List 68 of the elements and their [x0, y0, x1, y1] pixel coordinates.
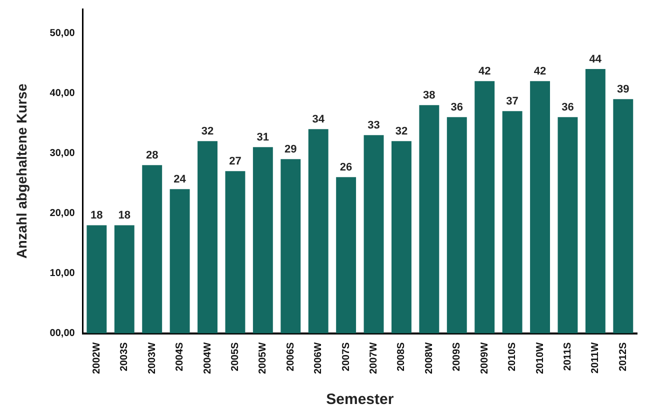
data-label: 44	[589, 54, 602, 66]
x-tick-label: 2010W	[534, 342, 546, 374]
x-tick-label: 2007S	[340, 342, 352, 372]
x-tick-label: 2011W	[590, 342, 602, 374]
bar	[225, 171, 246, 334]
data-label: 32	[201, 126, 214, 138]
data-label: 27	[229, 156, 242, 168]
data-label: 38	[423, 90, 436, 102]
data-label: 18	[118, 210, 131, 222]
bar	[530, 81, 550, 334]
data-label: 42	[534, 66, 546, 78]
x-tick-label: 2009S	[452, 342, 463, 372]
x-tick-label: 2004S	[174, 342, 186, 372]
data-label: 36	[450, 102, 464, 114]
bar	[198, 141, 218, 334]
data-label: 36	[562, 102, 574, 114]
y-axis-title: Anzahl abgehaltene Kurse	[13, 83, 30, 259]
data-label: 32	[395, 126, 408, 138]
bar	[170, 189, 190, 334]
y-tick-label: 10,00	[50, 268, 76, 280]
x-tick-label: 2012S	[618, 342, 629, 372]
x-tick-label: 2003S	[119, 342, 130, 372]
data-label: 29	[284, 144, 297, 156]
bar	[502, 111, 522, 334]
bar	[308, 129, 328, 334]
x-tick-label: 2008W	[424, 342, 435, 374]
x-tick-label: 2008S	[396, 342, 408, 372]
x-tick-label: 2005W	[258, 342, 269, 374]
data-label: 34	[312, 114, 326, 126]
x-tick-label: 2005S	[230, 342, 241, 372]
x-tick-label: 2006S	[285, 342, 296, 372]
y-tick-label: 40,00	[50, 88, 76, 99]
data-label: 42	[478, 66, 491, 78]
x-tick-label: 2003W	[146, 342, 158, 374]
data-label: 31	[256, 132, 270, 144]
data-label: 28	[146, 150, 158, 162]
x-tick-label: 2006W	[313, 342, 324, 374]
y-tick-label: 20,00	[50, 208, 76, 219]
bar	[392, 141, 412, 334]
y-tick-label: 50,00	[50, 28, 76, 39]
bar	[114, 225, 134, 334]
bar	[86, 225, 107, 334]
bar	[446, 117, 467, 334]
bar	[558, 117, 578, 334]
y-tick-label: 30,00	[50, 148, 76, 159]
y-tick-label: 00,00	[50, 328, 76, 340]
bar	[364, 135, 384, 334]
data-label: 26	[340, 162, 352, 174]
bar	[336, 177, 356, 334]
bar	[142, 165, 162, 334]
x-tick-label: 2002W	[91, 342, 102, 374]
bar	[585, 69, 606, 334]
bar	[419, 105, 440, 334]
x-tick-label: 2010S	[507, 342, 518, 372]
data-label: 39	[617, 84, 630, 96]
bar	[252, 147, 273, 334]
x-tick-label: 2004W	[202, 342, 214, 374]
data-label: 24	[174, 174, 187, 186]
bar	[474, 81, 495, 334]
x-axis-title: Semester	[326, 391, 394, 408]
data-label: 33	[368, 120, 380, 132]
bar	[613, 99, 634, 334]
x-tick-label: 2009W	[479, 342, 490, 374]
data-label: 18	[90, 210, 103, 222]
data-label: 37	[506, 96, 518, 108]
bar	[280, 159, 301, 334]
x-tick-label: 2007W	[368, 342, 380, 374]
x-tick-label: 2011S	[562, 342, 574, 371]
